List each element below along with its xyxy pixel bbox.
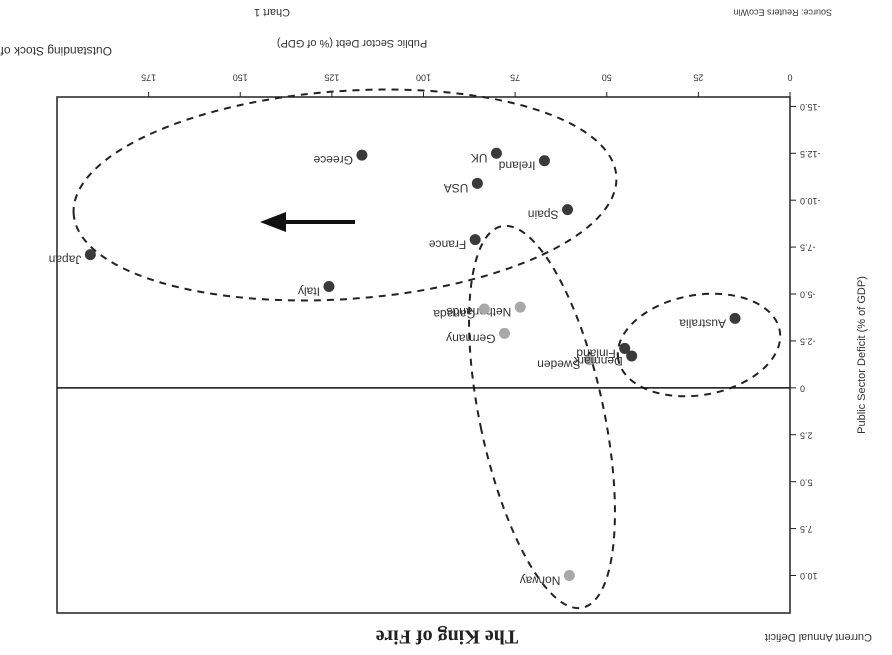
- point: [472, 178, 483, 189]
- x-tick-label: 50: [602, 73, 612, 83]
- point-label: Ireland: [499, 159, 536, 173]
- arrow: [260, 212, 355, 232]
- point: [515, 302, 526, 313]
- y-tick-label: -12.5: [800, 149, 821, 159]
- point-label: Denmark: [573, 354, 623, 368]
- point: [479, 304, 490, 315]
- point: [730, 313, 741, 324]
- low-debt-outline: [610, 282, 789, 409]
- y-tick-label: 10.0: [800, 571, 818, 581]
- y-tick-label: -10.0: [800, 196, 821, 206]
- point: [470, 234, 481, 245]
- x-tick-label: 125: [324, 73, 339, 83]
- x-tick-label: 0: [787, 73, 792, 83]
- chart: The King of Fire Current Annual Deficit …: [0, 0, 892, 655]
- y-tick-label: 5.0: [800, 477, 813, 487]
- point: [626, 350, 637, 361]
- surplus-outline: [441, 213, 643, 620]
- y-tick-label: -15.0: [800, 102, 821, 112]
- point-label: Spain: [528, 207, 559, 221]
- point: [499, 328, 510, 339]
- high-debt-outline: [66, 72, 623, 317]
- source: Source: Reuters EcoWin: [733, 8, 832, 18]
- x-tick-label: 175: [141, 73, 156, 83]
- x-axis-label: Public Sector Debt (% of GDP): [277, 37, 427, 49]
- point-label: Greece: [313, 153, 353, 167]
- x-tick-label: 25: [693, 73, 703, 83]
- point: [356, 150, 367, 161]
- point-label: UK: [471, 151, 488, 165]
- point: [491, 148, 502, 159]
- page: The King of Fire Current Annual Deficit …: [0, 0, 892, 655]
- y-tick-label: 7.5: [800, 524, 813, 534]
- y-annotation: Current Annual Deficit: [765, 631, 872, 643]
- x-annotation: Outstanding Stock of Debt: [0, 44, 112, 58]
- point-label: Canada: [433, 307, 475, 321]
- chart-label: Chart 1: [254, 6, 290, 18]
- point-label: Germany: [446, 331, 495, 345]
- point-label: France: [429, 237, 467, 251]
- y-tick-label: -2.5: [800, 337, 816, 347]
- y-tick-label: -7.5: [800, 243, 816, 253]
- y-axis-label: Public Sector Deficit (% of GDP): [856, 276, 868, 434]
- group-outlines: [66, 72, 788, 620]
- point: [323, 281, 334, 292]
- y-tick-label: 0: [800, 383, 805, 393]
- point-label: USA: [444, 181, 469, 195]
- point-label: Italy: [298, 284, 320, 298]
- point-label: Japan: [49, 252, 82, 266]
- point: [562, 204, 573, 215]
- x-tick-label: 150: [233, 73, 248, 83]
- x-tick-label: 75: [510, 73, 520, 83]
- point: [539, 155, 550, 166]
- point: [85, 249, 96, 260]
- point-label: Norway: [520, 573, 561, 587]
- point-label: Australia: [679, 316, 726, 330]
- y-tick-label: -5.0: [800, 290, 816, 300]
- chart-title: The King of Fire: [376, 625, 519, 647]
- plot-frame: [57, 97, 790, 613]
- point: [564, 570, 575, 581]
- x-tick-label: 100: [416, 73, 431, 83]
- y-tick-label: 2.5: [800, 430, 813, 440]
